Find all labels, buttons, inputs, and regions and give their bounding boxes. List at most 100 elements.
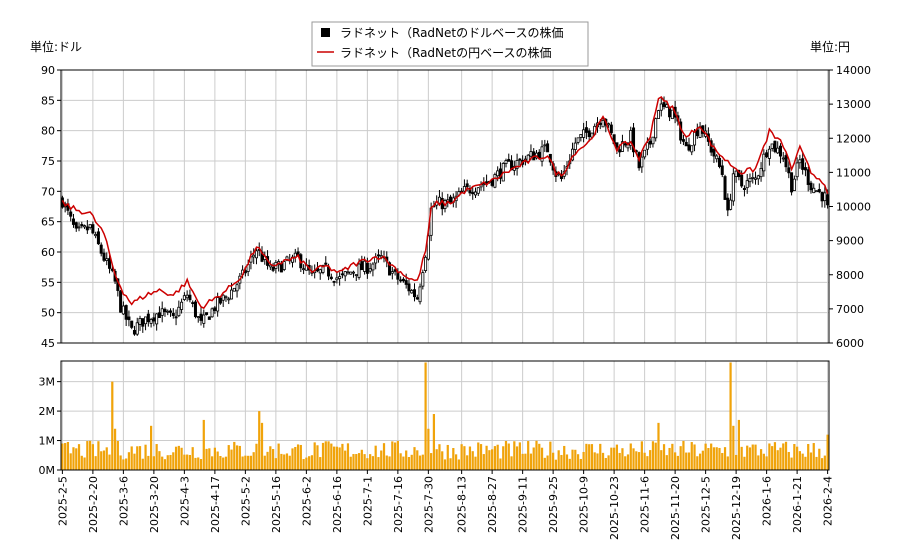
- candle-body: [88, 224, 92, 229]
- candle-body: [471, 192, 475, 195]
- volume-bar: [552, 452, 555, 470]
- candle-body: [351, 271, 356, 274]
- volume-bar: [122, 459, 125, 470]
- volume-bar: [809, 452, 813, 470]
- left-tick-label: 45: [41, 337, 55, 350]
- volume-bar: [466, 455, 469, 470]
- right-tick-label: 10000: [836, 201, 871, 214]
- volume-bar: [823, 455, 826, 470]
- volume-bar: [579, 458, 582, 470]
- volume-bar: [710, 443, 713, 470]
- volume-bar: [765, 456, 768, 470]
- candle-body: [781, 157, 785, 160]
- x-tick-label: 2025-12-5: [700, 476, 713, 533]
- volume-bar: [535, 440, 538, 470]
- volume-bar: [94, 456, 97, 470]
- candle-body: [390, 271, 394, 274]
- volume-tick-label: 1M: [39, 435, 56, 448]
- candle-body: [83, 225, 87, 228]
- volume-bar: [651, 441, 655, 470]
- candle-body: [232, 287, 236, 292]
- candle-body: [371, 263, 375, 271]
- left-tick-label: 85: [41, 94, 55, 107]
- volume-bar: [138, 446, 142, 470]
- candle-body: [729, 199, 733, 210]
- volume-bar: [235, 445, 239, 470]
- candle-body: [141, 318, 145, 327]
- candle-body: [196, 316, 200, 319]
- volume-bar: [726, 456, 729, 470]
- candle-body: [271, 266, 275, 271]
- candle-body: [224, 296, 228, 299]
- x-tick-label: 2025-5-2: [239, 476, 252, 526]
- volume-bar: [316, 445, 319, 470]
- volume-bar: [227, 445, 230, 470]
- volume-bar: [332, 446, 336, 470]
- candle-body: [640, 156, 644, 168]
- volume-bar: [491, 449, 494, 470]
- volume-bar: [199, 459, 203, 470]
- volume-bar: [815, 456, 818, 470]
- volume-bar: [349, 456, 352, 470]
- volume-bar: [260, 422, 264, 470]
- candle-body: [756, 175, 760, 180]
- x-tick-label: 2025-11-6: [639, 476, 652, 533]
- candle-body: [806, 169, 810, 185]
- volume-bar: [149, 425, 153, 470]
- volume-bar: [649, 450, 652, 470]
- volume-bar: [571, 449, 574, 470]
- volume-bar: [759, 449, 763, 470]
- volume-bar: [202, 419, 205, 470]
- volume-bar: [690, 442, 693, 470]
- volume-bar: [654, 442, 657, 470]
- candle-body: [615, 142, 619, 148]
- candle-body: [815, 190, 819, 193]
- volume-bar: [743, 456, 746, 470]
- volume-bar: [277, 443, 280, 470]
- legend-label-yen: ラドネット（RadNetの円ベースの株価: [340, 45, 552, 60]
- volume-bar: [748, 447, 752, 470]
- volume-bar: [102, 450, 106, 470]
- volume-bar: [222, 457, 225, 470]
- volume-bar: [679, 446, 682, 470]
- volume-bar: [685, 452, 688, 470]
- volume-bar: [233, 441, 236, 470]
- candle-body: [662, 102, 666, 107]
- candle-body: [656, 110, 660, 119]
- candle-body: [144, 316, 148, 325]
- volume-bar: [205, 448, 208, 470]
- volume-bar: [818, 448, 821, 470]
- right-unit-label: 単位:円: [810, 39, 850, 54]
- volume-bar: [269, 446, 272, 470]
- volume-bar: [529, 453, 533, 470]
- volume-tick-label: 2M: [39, 405, 56, 418]
- candle-body: [108, 258, 112, 269]
- volume-bar: [177, 445, 180, 470]
- volume-bar: [499, 458, 502, 470]
- volume-bar: [158, 451, 161, 470]
- volume-bar: [399, 453, 402, 470]
- x-tick-label: 2025-7-16: [392, 476, 405, 533]
- candle-body: [717, 157, 721, 167]
- candle-body: [629, 130, 633, 146]
- volume-bar: [188, 454, 192, 470]
- x-tick-label: 2025-3-6: [117, 476, 130, 526]
- volume-bar: [696, 456, 699, 470]
- volume-bar: [77, 444, 81, 470]
- candle-body: [584, 127, 588, 133]
- candle-body: [601, 119, 605, 128]
- volume-bar: [513, 441, 516, 470]
- candle-body: [795, 162, 799, 178]
- candle-body: [473, 191, 478, 196]
- candle-body: [754, 177, 758, 180]
- volume-bar: [796, 446, 799, 470]
- volume-tick-label: 3M: [39, 376, 56, 389]
- candle-body: [210, 308, 214, 318]
- volume-bar: [363, 454, 366, 470]
- volume-bar: [576, 454, 580, 470]
- volume-bar: [776, 450, 779, 470]
- volume-bar: [771, 446, 774, 470]
- volume-bar: [355, 454, 358, 470]
- candle-body: [191, 302, 195, 304]
- volume-bar: [302, 459, 305, 470]
